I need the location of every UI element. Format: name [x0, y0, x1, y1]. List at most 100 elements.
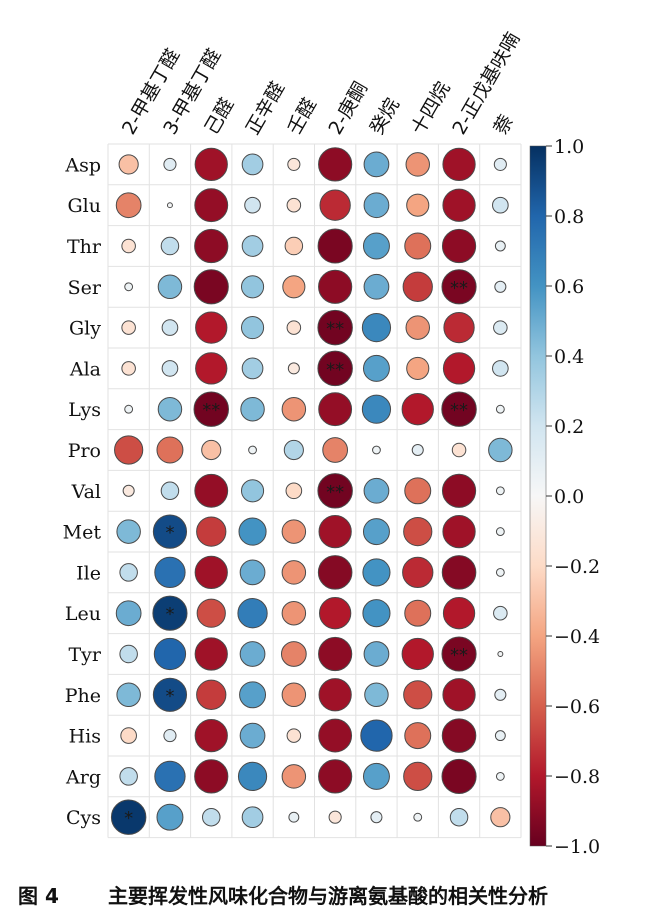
corr-circle-ser-3 — [240, 275, 265, 299]
corr-circle-val-5 — [317, 473, 353, 509]
corr-circle-pro-3 — [248, 445, 257, 455]
corr-circle-phe-1 — [152, 677, 188, 712]
row-label: Leu — [65, 603, 101, 625]
corr-circle-ser-0 — [124, 282, 134, 292]
colorbar-tick-label: −0.6 — [554, 696, 600, 718]
corr-circle-ile-8 — [441, 555, 477, 590]
corr-circle-ser-6 — [363, 273, 390, 300]
row-label: Lys — [68, 399, 101, 421]
corr-circle-asp-2 — [194, 147, 228, 182]
corr-circle-thr-5 — [317, 228, 353, 264]
corr-circle-phe-6 — [364, 682, 389, 708]
corr-circle-ala-5 — [317, 350, 353, 387]
significance-mark: * — [165, 604, 174, 625]
corr-circle-ile-2 — [194, 555, 228, 590]
row-label: Pro — [68, 440, 101, 462]
corr-circle-ile-7 — [402, 556, 434, 589]
corr-circle-leu-4 — [281, 600, 307, 626]
colorbar-tick-label: −0.4 — [554, 626, 600, 648]
corr-circle-phe-4 — [281, 682, 307, 708]
corr-circle-phe-5 — [318, 678, 352, 712]
row-label: His — [69, 726, 101, 748]
column-label: 正辛醛 — [242, 78, 290, 138]
corr-circle-leu-2 — [196, 598, 226, 628]
corr-circle-his-8 — [441, 718, 477, 753]
corr-circle-ala-3 — [241, 357, 264, 380]
corr-circle-glu-2 — [194, 188, 229, 223]
corr-circle-pro-0 — [114, 435, 144, 465]
corr-circle-cys-5 — [328, 810, 342, 824]
corr-circle-ser-5 — [318, 269, 353, 304]
row-label: Ala — [69, 358, 101, 380]
corr-circle-ile-5 — [317, 555, 353, 590]
corr-circle-pro-2 — [201, 439, 222, 461]
corr-circle-ala-7 — [406, 356, 430, 380]
significance-mark: ** — [450, 645, 468, 666]
row-label: Tyr — [69, 644, 102, 666]
corr-circle-gly-4 — [286, 320, 302, 335]
corr-circle-leu-7 — [404, 599, 432, 627]
corr-circle-thr-2 — [194, 228, 229, 264]
corr-circle-his-0 — [120, 727, 137, 744]
corr-circle-lys-7 — [401, 393, 434, 426]
corr-circle-lys-0 — [124, 404, 134, 414]
corr-circle-pro-1 — [156, 436, 184, 464]
corr-circle-arg-6 — [362, 762, 390, 790]
corr-circle-arg-8 — [441, 758, 477, 794]
corr-circle-phe-8 — [442, 678, 476, 712]
corr-circle-lys-1 — [157, 396, 183, 422]
corr-circle-gly-5 — [317, 309, 353, 346]
corr-circle-tyr-4 — [280, 641, 307, 667]
corr-circle-cys-4 — [288, 811, 300, 823]
corr-circle-ala-8 — [442, 352, 476, 385]
significance-mark: * — [165, 686, 174, 707]
corr-circle-val-4 — [285, 482, 303, 500]
corr-circle-met-7 — [403, 516, 433, 547]
colorbar-gradient — [529, 145, 547, 847]
corr-circle-pro-6 — [372, 445, 381, 455]
corr-circle-glu-4 — [286, 197, 302, 213]
corr-circle-ala-4 — [287, 362, 300, 375]
significance-mark: ** — [326, 482, 344, 503]
corr-circle-thr-1 — [160, 236, 180, 256]
corr-circle-lys-5 — [318, 392, 353, 427]
corr-circle-his-6 — [360, 719, 393, 752]
corr-circle-ser-7 — [402, 271, 433, 302]
corr-circle-his-1 — [163, 729, 177, 743]
corr-circle-tyr-0 — [119, 644, 138, 664]
corr-circle-arg-3 — [237, 761, 268, 792]
colorbar-tick-label: 0.6 — [554, 276, 584, 298]
corr-circle-ile-0 — [119, 563, 138, 582]
corr-circle-tyr-2 — [194, 637, 228, 671]
corr-circle-cys-6 — [370, 811, 383, 824]
corr-circle-pro-8 — [451, 442, 467, 458]
row-labels: Asp Glu Thr Ser Gly Ala Lys Pro Val Met Ile Leu Tyr P… — [63, 154, 102, 829]
corr-circle-phe-0 — [116, 682, 141, 708]
colorbar-tick-label: 0.2 — [554, 416, 584, 438]
corr-circle-asp-1 — [163, 157, 177, 171]
corr-circle-val-7 — [404, 477, 432, 505]
corr-circle-lys-9 — [495, 404, 505, 414]
corr-circle-thr-0 — [121, 238, 136, 254]
corr-circle-met-4 — [281, 519, 307, 544]
corr-circle-met-3 — [238, 517, 267, 546]
row-label: Glu — [68, 195, 102, 217]
corr-circle-his-9 — [494, 730, 506, 742]
corr-circle-met-6 — [362, 518, 390, 546]
corr-circle-glu-3 — [244, 196, 261, 214]
corr-circle-his-2 — [194, 718, 228, 753]
corr-circle-asp-6 — [363, 151, 390, 178]
corr-circle-thr-9 — [494, 240, 506, 252]
corr-circle-met-1 — [152, 514, 188, 549]
corr-circle-val-6 — [363, 477, 390, 504]
corr-circle-asp-8 — [442, 147, 476, 182]
corr-circle-gly-8 — [443, 311, 475, 344]
corr-circle-pro-4 — [283, 439, 304, 461]
corr-circle-ser-2 — [193, 269, 229, 305]
corr-circle-pro-9 — [488, 437, 513, 463]
figure-title: 主要挥发性风味化合物与游离氨基酸的相关性分析 — [108, 884, 548, 908]
corr-circle-arg-4 — [281, 764, 307, 789]
corr-circle-val-1 — [160, 481, 180, 501]
colorbar-tick-label: −0.2 — [554, 556, 600, 578]
